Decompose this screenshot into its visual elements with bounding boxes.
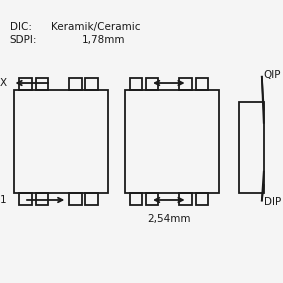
Text: DIP: DIP bbox=[264, 197, 281, 207]
Bar bbox=[130, 193, 142, 205]
Bar bbox=[85, 78, 98, 90]
Bar bbox=[125, 90, 219, 193]
Bar bbox=[146, 193, 158, 205]
Bar bbox=[19, 78, 32, 90]
Bar bbox=[196, 193, 208, 205]
Text: X: X bbox=[0, 78, 7, 88]
Bar bbox=[69, 78, 82, 90]
Text: SDPI:: SDPI: bbox=[10, 35, 37, 45]
Bar bbox=[196, 78, 208, 90]
Bar bbox=[146, 78, 158, 90]
Bar bbox=[130, 78, 142, 90]
Text: 2,54mm: 2,54mm bbox=[147, 214, 190, 224]
Bar bbox=[69, 193, 82, 205]
Bar bbox=[85, 193, 98, 205]
Bar bbox=[36, 78, 48, 90]
Text: QIP: QIP bbox=[264, 70, 281, 80]
Bar bbox=[19, 193, 32, 205]
Bar bbox=[239, 102, 264, 193]
Bar bbox=[36, 193, 48, 205]
Bar bbox=[179, 193, 192, 205]
Text: 1,78mm: 1,78mm bbox=[82, 35, 125, 45]
Text: Keramik/Ceramic: Keramik/Ceramic bbox=[51, 22, 140, 32]
Bar bbox=[14, 90, 108, 193]
Bar bbox=[179, 78, 192, 90]
Text: 1: 1 bbox=[0, 195, 7, 205]
Text: DIC:: DIC: bbox=[10, 22, 32, 32]
